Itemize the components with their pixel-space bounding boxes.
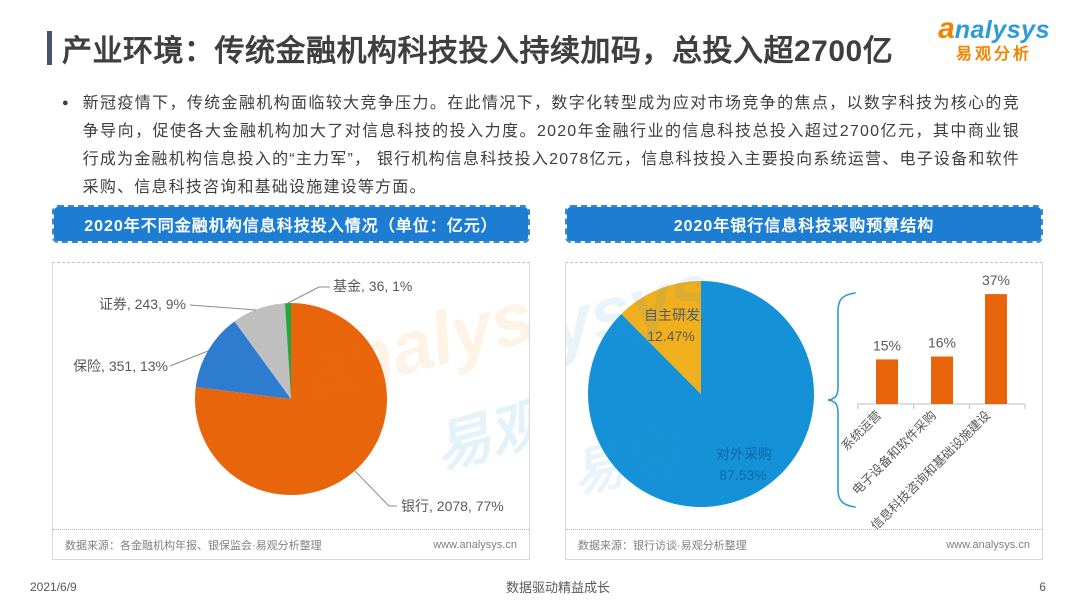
page-number: 6 <box>1039 579 1046 594</box>
left-source-row: 数据来源：各金融机构年报、银保监会·易观分析整理 www.analysys.cn <box>53 529 529 559</box>
pie-slice-证券 <box>234 303 291 399</box>
bar-系统运营 <box>876 359 898 404</box>
page-title: 产业环境：传统金融机构科技投入持续加码，总投入超2700亿 <box>62 35 894 68</box>
pie-callout-lines <box>169 286 397 507</box>
right-chart-panel: ysys 易观 自主研发, 12.47% 对外采购 87.53% 15%系统运营… <box>565 262 1043 560</box>
bar-axis <box>857 403 1026 409</box>
right-chart-title: 2020年银行信息科技采购预算结构 <box>565 205 1043 243</box>
analysys-logo: analysys 易观分析 <box>938 12 1050 64</box>
bar-电子设备和软件采购 <box>931 356 953 404</box>
footer: 2021/6/9 数据驱动精益成长 6 <box>0 577 1080 596</box>
left-chart-title: 2020年不同金融机构信息科技投入情况（单位：亿元） <box>52 205 530 243</box>
pie-label-inhouse: 自主研发, <box>644 307 704 323</box>
pie-label-fund: 基金, 36, 1% <box>333 278 412 294</box>
logo-wordmark: analysys <box>938 12 1050 45</box>
brace-connector <box>827 292 856 508</box>
pie-slice-银行 <box>195 303 388 495</box>
left-website-link[interactable]: www.analysys.cn <box>433 538 517 551</box>
summary-text: 新冠疫情下，传统金融机构面临较大竞争压力。在此情况下，数字化转型成为应对市场竞争… <box>82 95 1020 196</box>
right-source-text: 数据来源：银行访谈·易观分析整理 <box>578 539 747 552</box>
pie-slice-自主研发 <box>621 281 701 394</box>
bullet-icon: ● <box>62 97 69 109</box>
footer-date: 2021/6/9 <box>30 579 77 594</box>
right-source-row: 数据来源：银行访谈·易观分析整理 www.analysys.cn <box>566 529 1042 559</box>
logo-text-en: nalysys <box>954 16 1050 44</box>
logo-swirl-icon: a <box>938 12 955 45</box>
pie-label-external: 对外采购 <box>716 446 772 462</box>
pie-label-external-pct: 87.53% <box>719 467 766 483</box>
pie-slice-对外采购 <box>588 281 815 507</box>
footer-slogan: 数据驱动精益成长 <box>506 580 611 595</box>
bar-category-label: 系统运营 <box>839 408 884 453</box>
bar-信息科技咨询和基础设施建设 <box>985 294 1007 404</box>
left-chart-panel: analysys 易观 基金, 36, 1% 证券, 243, 9% 保险, 3… <box>52 262 530 560</box>
pie-slice-基金 <box>284 303 291 399</box>
pie-label-inhouse-pct: 12.47% <box>647 328 694 344</box>
bar-value-label: 15% <box>873 337 901 353</box>
logo-text-cn: 易观分析 <box>956 46 1033 63</box>
pie-and-bar-chart-procurement: 自主研发, 12.47% 对外采购 87.53% 15%系统运营16%电子设备和… <box>588 272 1026 533</box>
pie-label-insurance: 保险, 351, 13% <box>73 358 168 374</box>
pie-label-securities: 证券, 243, 9% <box>99 296 186 312</box>
left-source-text: 数据来源：各金融机构年报、银保监会·易观分析整理 <box>65 539 322 552</box>
summary-bullet: ● 新冠疫情下，传统金融机构面临较大竞争压力。在此情况下，数字化转型成为应对市场… <box>62 90 1020 202</box>
pie-slice-保险 <box>195 321 291 399</box>
pie-chart-institution-investment: 基金, 36, 1% 证券, 243, 9% 保险, 351, 13% 银行, … <box>73 278 504 514</box>
pie-label-bank: 银行, 2078, 77% <box>401 498 504 514</box>
right-website-link[interactable]: www.analysys.cn <box>946 538 1030 551</box>
bar-value-label: 37% <box>982 272 1010 288</box>
bar-value-label: 16% <box>928 335 956 351</box>
header: 产业环境：传统金融机构科技投入持续加码，总投入超2700亿 <box>47 26 893 70</box>
title-accent-bar <box>47 31 52 65</box>
